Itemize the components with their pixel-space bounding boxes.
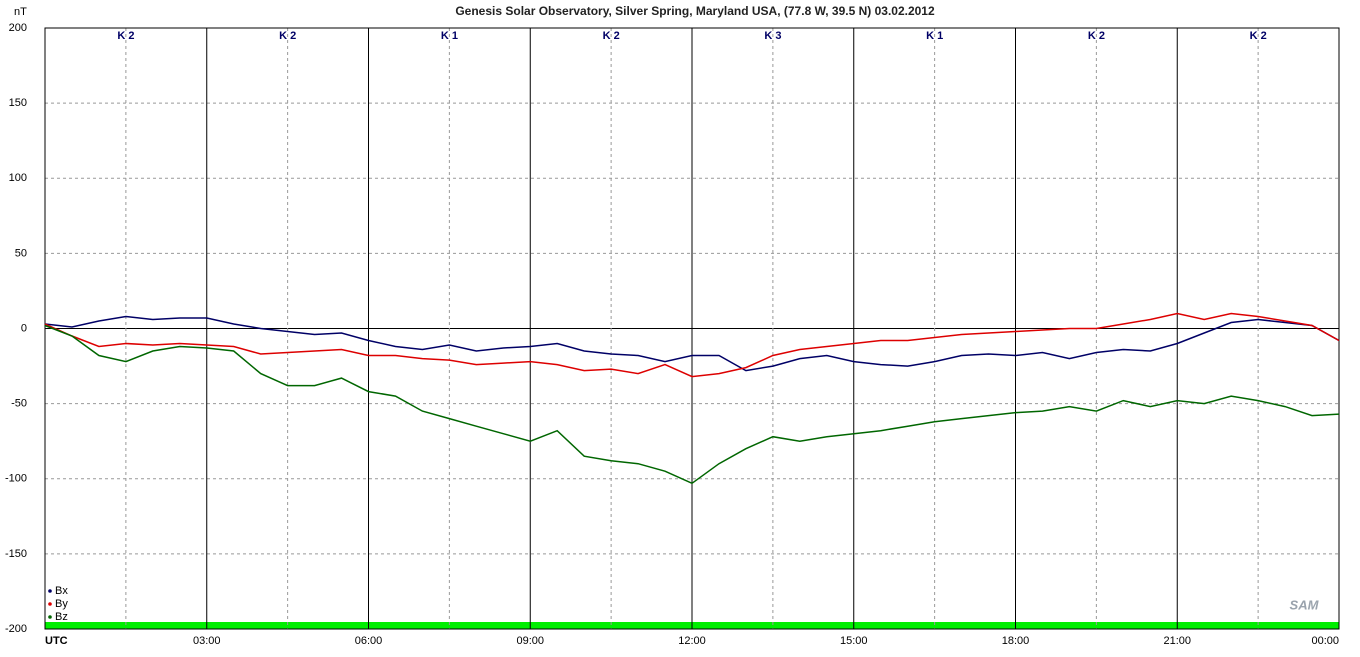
logo: SAM (1290, 597, 1320, 612)
x-tick-label: 06:00 (355, 635, 383, 647)
k-index: K 2 (1250, 30, 1267, 42)
legend-marker (48, 615, 52, 619)
y-tick-label: -200 (5, 623, 27, 635)
x-tick-label: 03:00 (193, 635, 221, 647)
legend-label: By (55, 598, 68, 610)
y-tick-label: 0 (21, 322, 27, 334)
k-index: K 2 (1088, 30, 1105, 42)
k-index: K 2 (279, 30, 296, 42)
legend-marker (48, 589, 52, 593)
k-index: K 3 (764, 30, 781, 42)
x-tick-label: 12:00 (678, 635, 706, 647)
y-tick-label: 100 (9, 172, 27, 184)
data-line (44, 312, 1340, 378)
y-tick-label: 50 (15, 247, 27, 259)
y-tick-label: -150 (5, 548, 27, 560)
x-tick-label: 09:00 (516, 635, 544, 647)
data-line (44, 315, 1340, 372)
k-index: K 1 (441, 30, 458, 42)
k-index: K 2 (117, 30, 134, 42)
chart-title: Genesis Solar Observatory, Silver Spring… (455, 4, 935, 18)
k-index: K 1 (926, 30, 943, 42)
y-tick-label: 200 (9, 22, 27, 34)
x-tick-label: 21:00 (1163, 635, 1191, 647)
y-tick-label: 150 (9, 97, 27, 109)
k-index: K 2 (603, 30, 620, 42)
y-axis-label: nT (14, 6, 27, 18)
data-line (44, 324, 1340, 485)
x-tick-label: UTC (45, 635, 68, 647)
legend-marker (48, 602, 52, 606)
plot-frame (44, 27, 1340, 630)
y-tick-label: -50 (11, 398, 27, 410)
legend-label: Bx (55, 585, 68, 597)
x-tick-label: 15:00 (840, 635, 868, 647)
x-tick-label: 18:00 (1002, 635, 1030, 647)
legend-label: Bz (55, 611, 68, 623)
y-tick-label: -100 (5, 473, 27, 485)
x-tick-label: 00:00 (1311, 635, 1339, 647)
